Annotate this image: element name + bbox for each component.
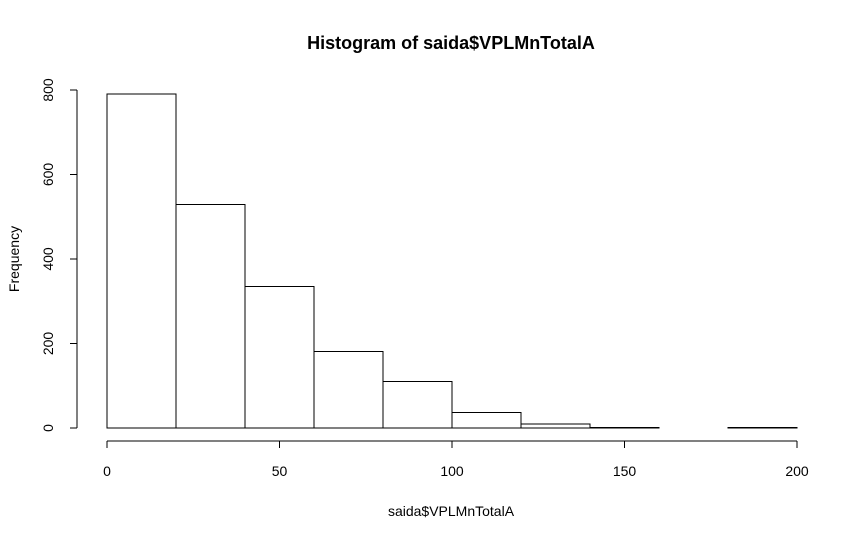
histogram-bars bbox=[106, 93, 798, 429]
histogram-bar-20-40 bbox=[175, 203, 246, 429]
histogram-bar-100-120 bbox=[451, 411, 522, 429]
y-axis: 0 200 400 600 800 bbox=[40, 78, 78, 432]
y-tick-label-600: 600 bbox=[40, 163, 56, 187]
histogram-bar-60-80 bbox=[313, 351, 384, 429]
x-tick-label-50: 50 bbox=[272, 463, 288, 479]
x-tick-label-100: 100 bbox=[440, 463, 464, 479]
y-tick-label-0: 0 bbox=[40, 424, 56, 432]
x-tick-label-150: 150 bbox=[613, 463, 637, 479]
x-axis: 0 50 100 150 200 bbox=[103, 440, 809, 479]
x-tick-label-200: 200 bbox=[785, 463, 809, 479]
x-axis-label: saida$VPLMnTotalA bbox=[388, 503, 515, 519]
y-tick-label-400: 400 bbox=[40, 247, 56, 271]
y-tick-label-200: 200 bbox=[40, 332, 56, 356]
y-axis-label: Frequency bbox=[6, 226, 22, 292]
histogram-bar-80-100 bbox=[382, 381, 453, 429]
histogram-bar-120-140 bbox=[520, 423, 591, 429]
x-tick-label-0: 0 bbox=[103, 463, 111, 479]
histogram-bar-40-60 bbox=[244, 285, 315, 429]
histogram-bar-0-20 bbox=[106, 93, 177, 429]
y-tick-label-800: 800 bbox=[40, 78, 56, 102]
chart-title: Histogram of saida$VPLMnTotalA bbox=[307, 33, 595, 53]
